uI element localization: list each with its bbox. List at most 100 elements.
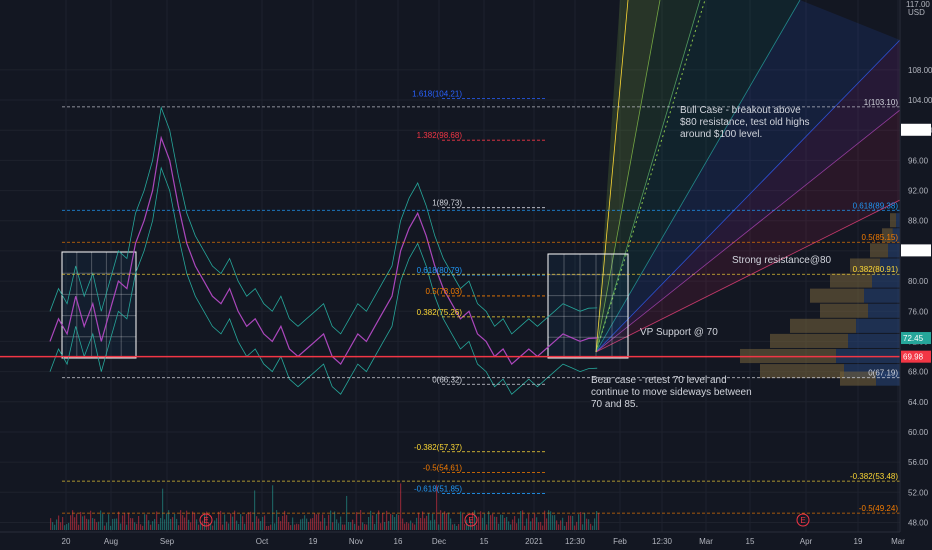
volume-bar: [472, 512, 474, 530]
volume-bar: [214, 520, 216, 530]
volume-bar: [152, 521, 154, 530]
svg-text:E: E: [800, 516, 805, 525]
volume-bar: [254, 490, 256, 530]
volume-bar: [208, 522, 210, 530]
volume-bar: [130, 518, 132, 530]
volume-bar: [150, 524, 152, 530]
volume-bar: [198, 524, 200, 530]
volume-bar: [576, 521, 578, 530]
volume-bar: [314, 513, 316, 530]
x-tick-label: Feb: [613, 537, 627, 546]
volume-bar: [92, 518, 94, 530]
fan-ray: [595, 39, 901, 353]
vp-bar: [830, 273, 872, 288]
volume-bar: [178, 525, 180, 530]
volume-bar: [68, 522, 70, 530]
volume-bar: [516, 523, 518, 530]
volume-bar: [572, 515, 574, 530]
volume-bar: [190, 522, 192, 530]
earnings-marker[interactable]: E: [199, 513, 213, 527]
volume-bar: [54, 524, 56, 530]
volume-bar: [596, 511, 598, 530]
fib-label: 0.382(80.91): [853, 265, 899, 274]
x-tick-label: Nov: [349, 537, 363, 546]
volume-bar: [98, 521, 100, 530]
volume-bar: [342, 524, 344, 530]
volume-bar: [82, 516, 84, 530]
x-tick-label: 19: [854, 537, 863, 546]
volume-bar: [220, 510, 222, 530]
volume-bar: [218, 511, 220, 530]
price-axis[interactable]: 117.00 USD 48.00 52.00 56.00 60.00 64.00 68.0…: [899, 0, 932, 550]
volume-bar: [268, 525, 270, 530]
price-badges: 100.06 84.07 72.45 69.98: [901, 123, 931, 363]
volume-bar: [164, 519, 166, 530]
volume-bar: [586, 518, 588, 530]
volume-bar: [504, 517, 506, 530]
price-badge: [901, 350, 931, 363]
volume-bar: [520, 511, 522, 530]
volume-bar: [324, 518, 326, 530]
vp-bar: [790, 318, 856, 333]
volume-bar: [528, 513, 530, 530]
volume-bar: [260, 521, 262, 530]
volume-bar: [252, 522, 254, 530]
y-tick-label: 92.00: [908, 187, 929, 196]
time-axis[interactable]: 20 Aug Sep Oct 19 Nov 16 Dec 15 2021 12:30 Feb 12:30…: [0, 531, 932, 550]
volume-bar: [550, 511, 552, 530]
volume-bar: [280, 521, 282, 530]
volume-bar: [494, 516, 496, 530]
volume-bar: [582, 524, 584, 530]
fan-zone: [596, 0, 900, 352]
volume-bar: [426, 515, 428, 530]
volume-bar: [526, 518, 528, 530]
volume-bar: [482, 517, 484, 530]
volume-bar: [148, 520, 150, 530]
upper-band: [49, 106, 598, 335]
y-tick-label: 76.00: [908, 307, 929, 316]
volume-bar: [532, 518, 534, 530]
volume-bar: [436, 484, 438, 530]
volume-bar: [290, 525, 292, 530]
volume-bar: [422, 511, 424, 530]
volume-bar: [456, 525, 458, 530]
vp-bar: [850, 258, 880, 273]
volume-bar: [322, 514, 324, 530]
volume-bar: [560, 520, 562, 530]
volume-bar: [292, 517, 294, 530]
volume-bar: [162, 488, 164, 530]
earnings-marker[interactable]: E: [796, 513, 810, 527]
volume-bar: [542, 525, 544, 530]
x-tick-label: 16: [394, 537, 403, 546]
earnings-marker[interactable]: E: [464, 513, 478, 527]
volume-bar: [468, 525, 470, 530]
volume-bar: [240, 514, 242, 530]
strong-resistance-label: Strong resistance@80: [732, 255, 832, 266]
volume-bar: [62, 517, 64, 530]
volume-bar: [430, 520, 432, 530]
volume-bar: [176, 518, 178, 530]
volume-bar: [598, 513, 600, 530]
volume-bar: [228, 523, 230, 530]
currency-label: USD: [908, 8, 925, 17]
fib-label: -0.382(53.48): [850, 472, 898, 481]
price-badge-label: 72.45: [903, 334, 924, 343]
volume-bar: [298, 524, 300, 530]
fib-label: 1.382(98.68): [417, 131, 463, 140]
volume-bar: [340, 516, 342, 530]
volume-bar: [476, 524, 478, 530]
fib-label: 0.618(80.79): [417, 266, 463, 275]
volume-bar: [186, 510, 188, 530]
volume-bar: [460, 511, 462, 530]
volume-bar: [88, 519, 90, 530]
volume-bar: [546, 518, 548, 530]
volume-bar: [222, 524, 224, 530]
volume-bar: [226, 521, 228, 530]
volume-bar: [180, 510, 182, 530]
fan-ray-dotted: [595, 0, 706, 353]
bear-case-line-3: 70 and 85.: [591, 399, 638, 410]
volume-bar: [486, 524, 488, 530]
volume-bar: [158, 524, 160, 530]
volume-bar: [78, 524, 80, 530]
